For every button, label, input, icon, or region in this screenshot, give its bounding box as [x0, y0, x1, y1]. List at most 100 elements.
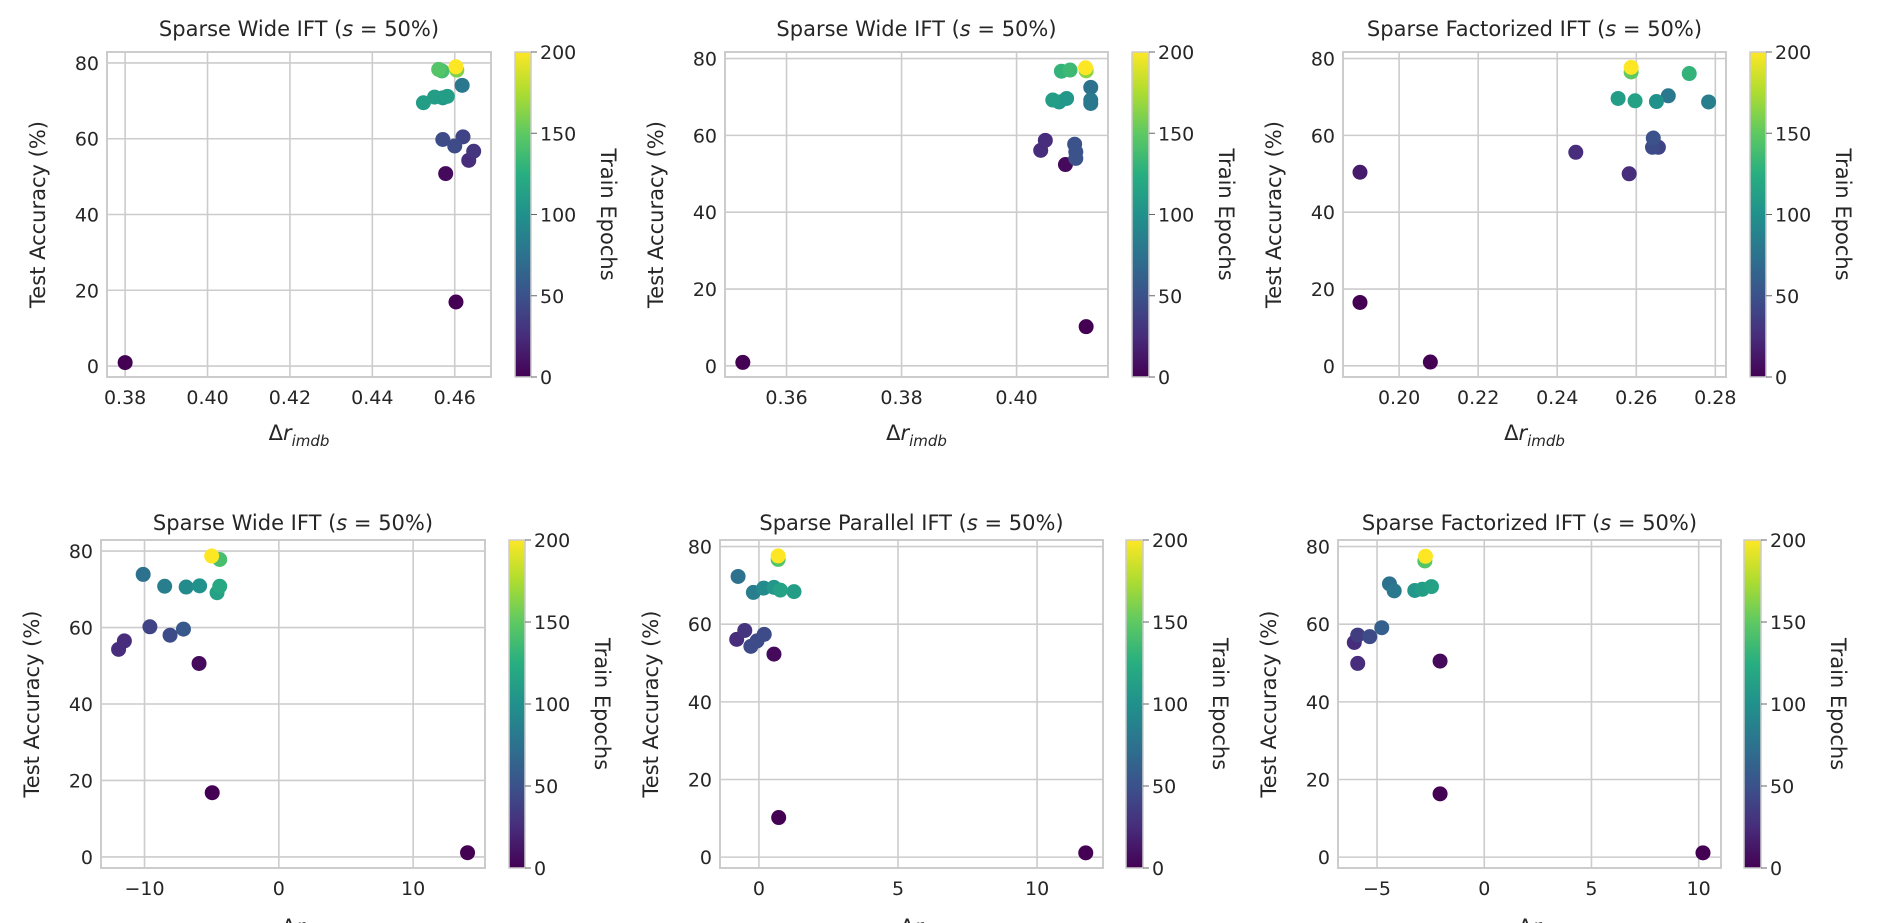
data-point — [735, 354, 751, 370]
x-tick-label: 0 — [753, 878, 765, 900]
title-text: Sparse Factorized IFT ( — [1367, 17, 1605, 41]
title-text: Sparse Parallel IFT ( — [759, 511, 967, 535]
x-tick-label: 0 — [1478, 878, 1490, 900]
data-point — [1701, 94, 1717, 110]
colorbar-label: Train Epochs — [1208, 637, 1232, 770]
subplot-1: 0.38 0.40 0.42 0.44 0.46 0 20 40 60 80 Sparse Wide… — [26, 17, 620, 450]
data-point — [1627, 93, 1643, 109]
x-tick-label: 10 — [1687, 878, 1711, 900]
x-label-var: r — [296, 915, 306, 923]
x-label-var: r — [283, 421, 293, 445]
colorbar — [1131, 51, 1150, 378]
x-label-main: Δ — [1504, 421, 1519, 445]
title-text: Sparse Wide IFT ( — [776, 17, 959, 41]
x-tick-label: 0.26 — [1615, 387, 1657, 409]
data-point — [162, 627, 178, 643]
data-point — [1660, 88, 1676, 104]
x-tick-label: 5 — [1585, 878, 1597, 900]
title-text: = 50%) — [1616, 17, 1702, 41]
colorbar-tick-label: 50 — [1152, 776, 1176, 798]
data-point — [1037, 132, 1053, 148]
y-tick-label: 80 — [75, 53, 99, 75]
title-text: = 50%) — [1611, 511, 1697, 535]
data-point — [435, 132, 451, 147]
data-point — [1045, 92, 1061, 108]
x-label-main: Δ — [886, 421, 901, 445]
y-axis-label: Test Accuracy (%) — [20, 611, 44, 799]
colorbar-tick-label: 100 — [1158, 205, 1194, 227]
data-point — [1417, 548, 1433, 564]
title-text: = 50%) — [971, 17, 1057, 41]
x-label-var: r — [1532, 915, 1542, 923]
data-point — [142, 619, 158, 635]
x-label-subscript: imdb — [292, 432, 330, 450]
axes-frame — [1337, 539, 1722, 869]
x-label-main: Δ — [900, 915, 915, 923]
colorbar-tick-label: 100 — [534, 694, 570, 716]
colorbar-tick-label: 0 — [534, 858, 546, 880]
data-point — [1083, 95, 1099, 111]
y-tick-label: 60 — [693, 125, 717, 147]
x-tick-label: 10 — [401, 878, 425, 900]
y-tick-label: 80 — [688, 537, 712, 559]
y-tick-label: 0 — [1318, 847, 1330, 869]
colorbar — [508, 539, 526, 869]
y-tick-label: 40 — [688, 692, 712, 714]
axes-frame — [1342, 51, 1727, 378]
x-label-subscript: imdb — [909, 432, 947, 450]
colorbar-tick-label: 50 — [534, 776, 558, 798]
data-point — [737, 622, 753, 638]
data-point — [204, 785, 220, 801]
title-text: Sparse Wide IFT ( — [159, 17, 342, 41]
data-point — [1386, 583, 1402, 599]
title-variable: s — [960, 17, 971, 41]
title-variable: s — [342, 17, 353, 41]
colorbar-label: Train Epochs — [1214, 147, 1238, 280]
data-point — [786, 584, 802, 600]
data-point — [1062, 62, 1078, 78]
colorbar-tick-label: 50 — [540, 286, 564, 308]
colorbar — [1743, 539, 1762, 869]
axes-frame — [106, 51, 492, 378]
y-axis-label: Test Accuracy (%) — [26, 121, 50, 309]
subplot-title: Sparse Wide IFT (s = 50%) — [153, 511, 433, 535]
y-tick-label: 40 — [1306, 692, 1330, 714]
subplot-title: Sparse Wide IFT (s = 50%) — [159, 17, 439, 41]
colorbar-tick-label: 100 — [1775, 205, 1811, 227]
data-point — [1059, 90, 1075, 106]
data-point — [415, 95, 431, 111]
data-point — [1423, 579, 1439, 595]
colorbar-tick-label: 100 — [540, 205, 576, 227]
title-text: = 50%) — [978, 511, 1064, 535]
x-tick-label: 0.42 — [269, 387, 311, 409]
colorbar-tick-label: 150 — [534, 612, 570, 634]
data-point — [1681, 66, 1697, 82]
colorbar-tick-label: 0 — [1152, 858, 1164, 880]
x-axis-label: Δr — [900, 915, 924, 923]
title-text: Sparse Factorized IFT ( — [1362, 511, 1600, 535]
x-label-var: r — [900, 421, 910, 445]
x-tick-label: −10 — [124, 878, 164, 900]
x-tick-label: 5 — [892, 878, 904, 900]
data-point — [212, 578, 228, 594]
data-point — [116, 633, 132, 649]
subplot-title: Sparse Factorized IFT (s = 50%) — [1362, 511, 1697, 535]
x-tick-label: 0.36 — [765, 387, 807, 409]
y-tick-label: 0 — [700, 847, 712, 869]
x-tick-label: 0.38 — [104, 387, 146, 409]
data-point — [466, 143, 482, 159]
x-axis-label: Δrimdb — [269, 421, 330, 450]
x-tick-label: 0.40 — [995, 387, 1037, 409]
data-point — [157, 578, 173, 594]
colorbar — [1749, 51, 1767, 378]
title-variable: s — [967, 511, 978, 535]
data-point — [448, 294, 464, 310]
y-tick-label: 40 — [1311, 202, 1335, 224]
x-tick-label: 0.20 — [1378, 387, 1420, 409]
y-axis-label: Test Accuracy (%) — [1262, 121, 1286, 309]
y-tick-label: 0 — [705, 356, 717, 378]
data-point — [1078, 60, 1094, 76]
x-label-var: r — [914, 915, 924, 923]
y-tick-label: 20 — [1306, 769, 1330, 791]
